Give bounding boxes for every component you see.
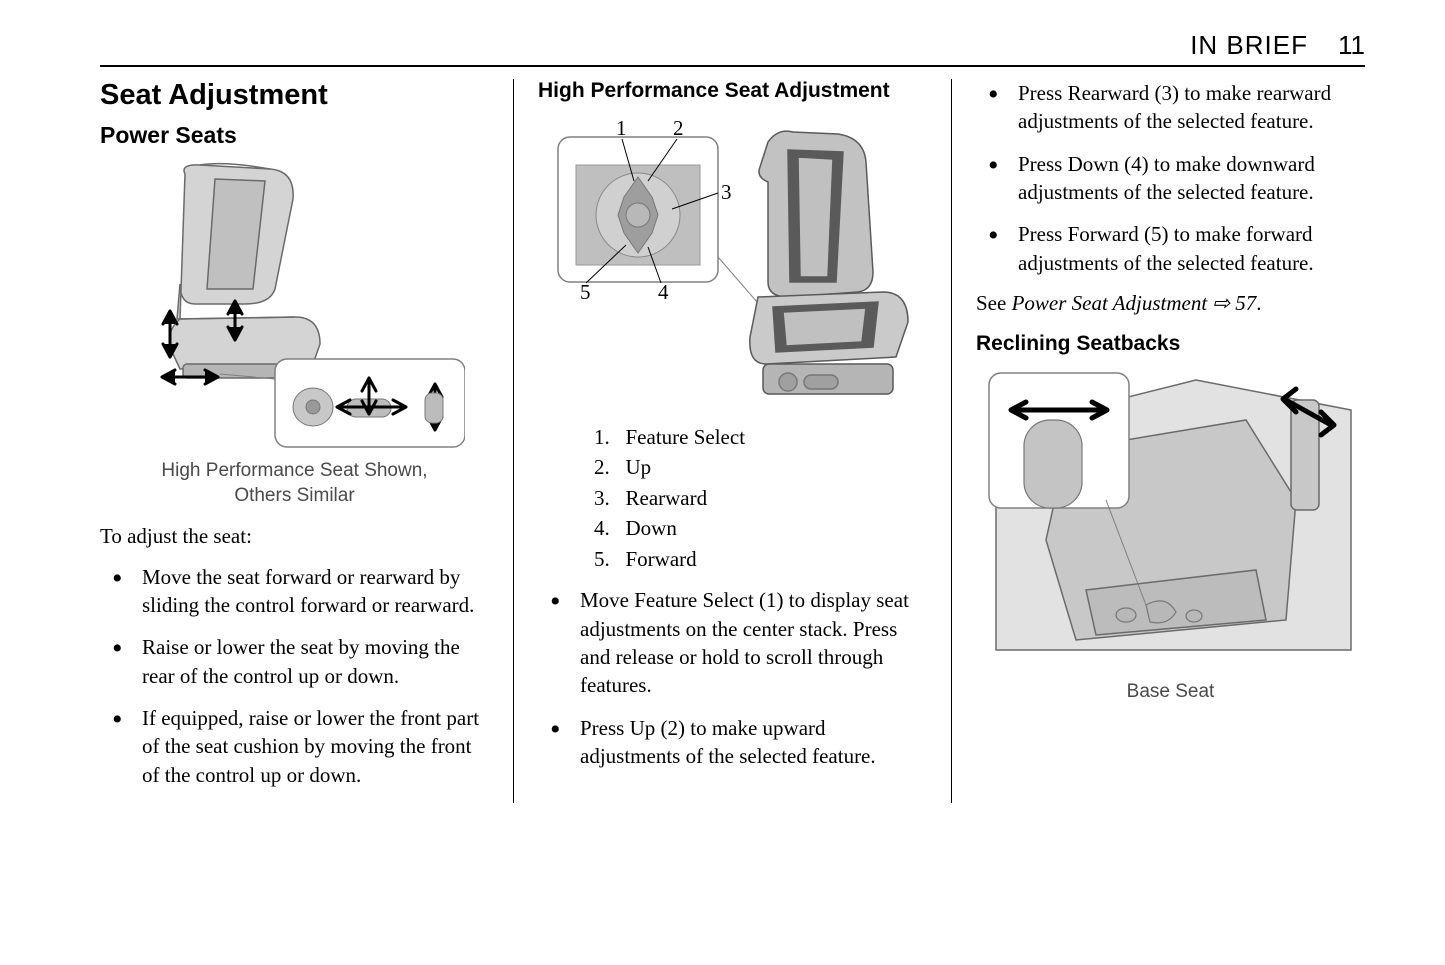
subtopic-heading: Power Seats: [100, 122, 489, 149]
callout-label-3: 3: [721, 180, 732, 204]
legend-item: 3. Rearward: [594, 483, 927, 513]
list-item: If equipped, raise or lower the front pa…: [112, 704, 489, 789]
cross-reference: See Power Seat Adjustment ⇨ 57.: [976, 291, 1365, 316]
subtopic-heading: High Performance Seat Adjustment: [538, 79, 927, 103]
reclining-illustration: [986, 370, 1356, 670]
column-1: Seat Adjustment Power Seats: [100, 79, 513, 803]
power-seat-figure: [100, 159, 489, 449]
column-container: Seat Adjustment Power Seats: [100, 79, 1365, 803]
legend-item: 2. Up: [594, 452, 927, 482]
high-perf-figure: 1 2 3 4 5: [538, 117, 927, 412]
list-item: Press Down (4) to make downward adjustme…: [988, 150, 1365, 207]
legend-label: Up: [626, 455, 652, 479]
power-seat-illustration: [125, 159, 465, 449]
ref-prefix: See: [976, 291, 1012, 315]
ref-suffix: .: [1256, 291, 1261, 315]
intro-text: To adjust the seat:: [100, 522, 489, 550]
column-3: Press Rearward (3) to make rearward adju…: [951, 79, 1365, 803]
ref-title: Power Seat Adjustment ⇨ 57: [1012, 291, 1257, 315]
section-title: IN BRIEF: [1190, 30, 1308, 61]
high-perf-illustration: 1 2 3 4 5: [548, 117, 918, 412]
instruction-list-continued: Press Rearward (3) to make rearward adju…: [988, 79, 1365, 277]
list-item: Move Feature Select (1) to display seat …: [550, 586, 927, 699]
caption-line-1: High Performance Seat Shown,: [161, 460, 427, 481]
list-item: Press Rearward (3) to make rearward adju…: [988, 79, 1365, 136]
callout-label-5: 5: [580, 280, 591, 304]
reclining-figure: [976, 370, 1365, 670]
instruction-list: Move Feature Select (1) to display seat …: [550, 586, 927, 770]
list-item: Press Up (2) to make upward adjustments …: [550, 714, 927, 771]
caption-line-2: Others Similar: [234, 485, 354, 506]
legend-label: Forward: [626, 547, 697, 571]
legend-label: Down: [626, 516, 677, 540]
column-2: High Performance Seat Adjustment 1 2: [513, 79, 951, 803]
adjust-steps-list: Move the seat forward or rearward by sli…: [112, 563, 489, 789]
list-item: Move the seat forward or rearward by sli…: [112, 563, 489, 620]
figure-caption: High Performance Seat Shown, Others Simi…: [100, 459, 489, 508]
page-number: 11: [1338, 30, 1365, 61]
legend-item: 1. Feature Select: [594, 422, 927, 452]
legend-label: Rearward: [626, 486, 708, 510]
legend-item: 4. Down: [594, 513, 927, 543]
manual-page: IN BRIEF 11 Seat Adjustment Power Seats: [0, 0, 1445, 965]
page-header: IN BRIEF 11: [100, 30, 1365, 67]
control-legend: 1. Feature Select 2. Up 3. Rearward 4. D…: [594, 422, 927, 574]
callout-label-4: 4: [658, 280, 669, 304]
link-arrow-icon: ⇨: [1212, 292, 1230, 315]
legend-label: Feature Select: [626, 425, 746, 449]
list-item: Press Forward (5) to make forward adjust…: [988, 220, 1365, 277]
callout-label-1: 1: [616, 117, 627, 140]
subtopic-heading: Reclining Seatbacks: [976, 332, 1365, 356]
figure-caption: Base Seat: [976, 680, 1365, 705]
list-item: Raise or lower the seat by moving the re…: [112, 633, 489, 690]
legend-item: 5. Forward: [594, 544, 927, 574]
topic-heading: Seat Adjustment: [100, 79, 489, 112]
callout-label-2: 2: [673, 117, 684, 140]
